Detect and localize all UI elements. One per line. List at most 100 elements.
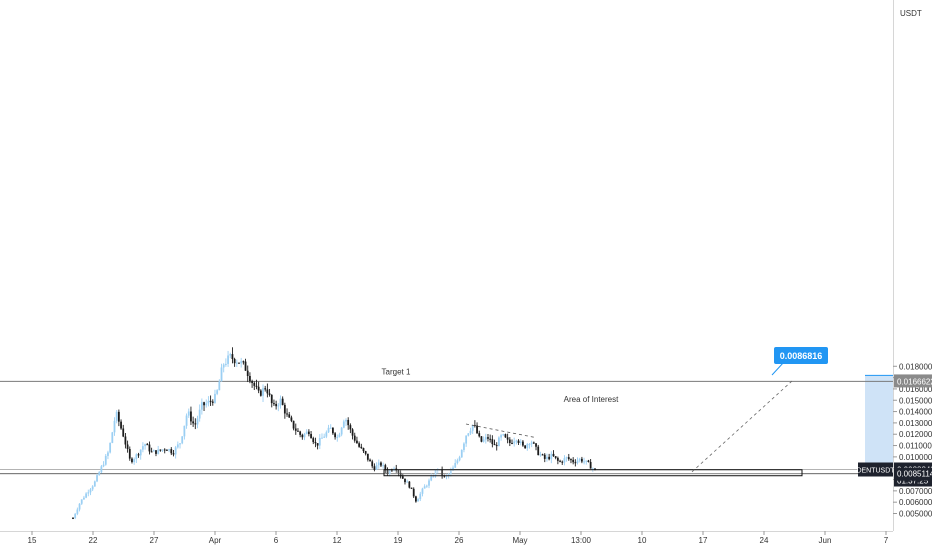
candle[interactable] [480, 436, 483, 443]
candle[interactable] [539, 451, 542, 457]
candle[interactable] [421, 487, 424, 497]
candle[interactable] [172, 450, 175, 457]
candle[interactable] [229, 352, 232, 359]
candle[interactable] [231, 347, 234, 364]
candle[interactable] [580, 456, 583, 464]
candle[interactable] [388, 469, 391, 477]
candle[interactable] [216, 389, 219, 396]
candle[interactable] [89, 488, 92, 496]
candle[interactable] [454, 459, 457, 469]
candle[interactable] [211, 399, 214, 406]
candle[interactable] [522, 440, 524, 447]
candle[interactable] [419, 491, 422, 502]
candle[interactable] [463, 442, 465, 453]
candle[interactable] [87, 489, 90, 497]
candle[interactable] [574, 459, 577, 467]
candle[interactable] [314, 437, 317, 448]
candle[interactable] [430, 473, 433, 482]
candle[interactable] [83, 495, 85, 500]
candle[interactable] [251, 379, 253, 388]
candle[interactable] [312, 436, 315, 445]
candle[interactable] [246, 365, 249, 383]
candle[interactable] [135, 453, 138, 464]
candle[interactable] [190, 406, 192, 426]
candle[interactable] [128, 446, 131, 461]
candle[interactable] [144, 443, 146, 450]
candle[interactable] [303, 432, 306, 441]
candle[interactable] [222, 363, 225, 373]
candle[interactable] [360, 443, 363, 449]
candle[interactable] [294, 423, 297, 435]
candle[interactable] [336, 434, 339, 442]
candle[interactable] [351, 428, 354, 440]
candle[interactable] [176, 441, 179, 449]
candle[interactable] [493, 439, 496, 446]
candle[interactable] [321, 433, 323, 439]
symbol-tag[interactable]: DENTUSDT [856, 462, 895, 477]
candle[interactable] [570, 458, 572, 464]
time-axis[interactable]: 15 22 27 Apr 6 12 19 26 May 13:00 10 17 24 Jun 7 [0, 531, 893, 545]
candle[interactable] [233, 357, 236, 367]
candle[interactable] [185, 413, 188, 429]
candle[interactable] [203, 401, 205, 412]
candle[interactable] [146, 443, 149, 446]
candle[interactable] [74, 512, 77, 520]
candle[interactable] [286, 408, 288, 417]
candle[interactable] [465, 435, 468, 447]
candle[interactable] [297, 428, 299, 432]
candle[interactable] [257, 381, 260, 394]
candle[interactable] [305, 429, 308, 435]
candle[interactable] [78, 503, 81, 512]
candle[interactable] [576, 457, 579, 465]
candle[interactable] [484, 433, 487, 444]
candle[interactable] [244, 358, 247, 371]
candle[interactable] [482, 436, 485, 443]
candle[interactable] [137, 452, 140, 458]
annotation-layer[interactable]: Area of Interest 0.0086816 [383, 347, 828, 477]
candle[interactable] [508, 437, 511, 447]
candle[interactable] [502, 433, 505, 437]
candle[interactable] [262, 384, 264, 403]
candle[interactable] [218, 379, 221, 391]
candle[interactable] [327, 424, 330, 433]
candle[interactable] [458, 455, 461, 462]
candle[interactable] [556, 456, 559, 465]
candle[interactable] [511, 439, 513, 445]
candle[interactable] [205, 399, 208, 408]
candle[interactable] [166, 449, 168, 451]
candle[interactable] [572, 457, 575, 465]
candle[interactable] [456, 458, 459, 465]
candle[interactable] [515, 439, 518, 445]
candle[interactable] [150, 447, 153, 453]
candle[interactable] [279, 395, 282, 409]
candle[interactable] [585, 460, 588, 465]
candle[interactable] [307, 429, 310, 437]
candle[interactable] [102, 461, 105, 468]
candle[interactable] [98, 471, 101, 476]
candle[interactable] [111, 431, 114, 444]
candle[interactable] [491, 435, 494, 448]
candle[interactable] [281, 396, 284, 406]
candle[interactable] [349, 423, 352, 434]
candle[interactable] [220, 363, 223, 382]
candle[interactable] [530, 440, 533, 448]
candle[interactable] [264, 385, 267, 392]
candle[interactable] [373, 463, 376, 472]
candle[interactable] [113, 417, 116, 436]
candle[interactable] [174, 445, 177, 459]
candle[interactable] [364, 450, 367, 456]
candle[interactable] [122, 424, 125, 438]
candle[interactable] [200, 398, 203, 415]
candle[interactable] [537, 444, 540, 456]
candle[interactable] [323, 433, 326, 439]
candle[interactable] [72, 516, 74, 520]
candle[interactable] [473, 420, 476, 428]
candle[interactable] [133, 457, 136, 465]
candle[interactable] [415, 495, 417, 503]
candle[interactable] [131, 457, 133, 464]
candle[interactable] [358, 441, 361, 448]
candle[interactable] [513, 437, 516, 447]
candle[interactable] [96, 473, 98, 483]
candle[interactable] [548, 453, 551, 461]
candle[interactable] [209, 395, 212, 406]
